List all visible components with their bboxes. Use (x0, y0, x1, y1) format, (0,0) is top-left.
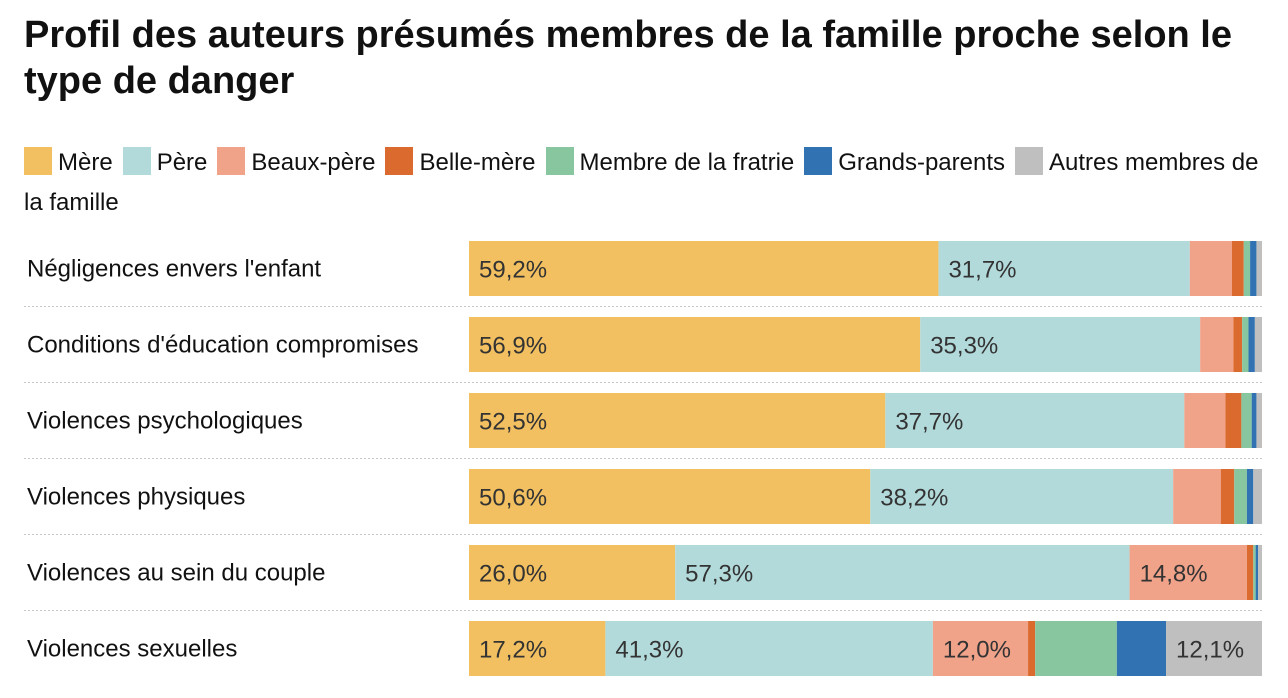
legend-label: Membre de la fratrie (579, 149, 795, 176)
bar-segment-mere (469, 469, 871, 524)
bar-segment-membre-de-la-fratrie (1241, 393, 1252, 448)
legend-swatch (24, 147, 52, 175)
data-label: 50,6% (479, 485, 547, 512)
data-label: 37,7% (895, 409, 963, 436)
bar-segment-membre-de-la-fratrie (1234, 469, 1247, 524)
bar-segment-belle-mere (1220, 469, 1235, 524)
bar-segment-membre-de-la-fratrie (1035, 621, 1117, 676)
legend-swatch (545, 147, 574, 175)
legend-item-membre-de-la-fratrie: Membre de la fratrie (545, 147, 795, 176)
legend-item-pere: Père (122, 147, 208, 176)
bar-segment-pere (870, 469, 1174, 524)
data-label: 38,2% (880, 485, 948, 512)
legend-swatch (1015, 147, 1044, 175)
data-label: 14,8% (1140, 561, 1208, 588)
data-label: 12,0% (943, 637, 1011, 664)
data-label: 31,7% (948, 257, 1016, 284)
bar-segment-membre-de-la-fratrie (1243, 241, 1251, 296)
bar-segment-grands-parents (1116, 621, 1167, 676)
bar-segment-mere (469, 317, 921, 372)
data-label: 57,3% (685, 561, 753, 588)
legend-swatch (385, 147, 414, 175)
chart-title: Profil des auteurs présumés membres de l… (24, 14, 1233, 102)
legend-swatch (217, 147, 246, 175)
bar-segment-mere (469, 545, 676, 600)
bar-segment-grands-parents (1255, 545, 1259, 600)
bar-segment-grands-parents (1251, 393, 1257, 448)
data-label: 41,3% (615, 637, 683, 664)
bar-segment-mere (469, 241, 939, 296)
data-label: 52,5% (479, 409, 547, 436)
bar-segment-grands-parents (1246, 469, 1254, 524)
legend-label: Mère (58, 149, 113, 176)
data-label: 59,2% (479, 257, 547, 284)
bar-segment-beaux-pere (1129, 545, 1247, 600)
category-label: Conditions d'éducation compromises (27, 332, 418, 359)
legend-label: Père (156, 149, 208, 176)
legend: Mère Père Beaux-père Belle-mère Membre de la… (24, 143, 1274, 223)
category-label: Violences physiques (27, 484, 245, 511)
bar-segment-pere (885, 393, 1185, 448)
bar-segment-mere (469, 393, 886, 448)
legend-label: Beaux-père (251, 149, 376, 176)
bar-segment-autres-membres-de-la-famille (1256, 393, 1262, 448)
category-label: Violences au sein du couple (27, 560, 325, 587)
bar-segment-membre-de-la-fratrie (1253, 545, 1256, 600)
legend-item-grands-parents: Grands-parents (804, 147, 1006, 176)
bar-segment-autres-membres-de-la-famille (1258, 545, 1262, 600)
data-label: 17,2% (479, 637, 547, 664)
legend-swatch (122, 147, 151, 175)
data-label: 35,3% (930, 333, 998, 360)
legend-label: Autres membres de la famille (24, 149, 1259, 216)
bar-segment-belle-mere (1233, 317, 1243, 372)
bar-segment-grands-parents (1248, 317, 1255, 372)
chart-plot-area: Négligences envers l'enfant 59,2% 31,7% Con… (24, 241, 1262, 676)
bar-segment-belle-mere (1028, 621, 1036, 676)
bar-segment-pere (920, 317, 1201, 372)
bar-segment-autres-membres-de-la-famille (1256, 241, 1262, 296)
data-label: 56,9% (479, 333, 547, 360)
bar-segment-belle-mere (1225, 393, 1242, 448)
legend-label: Grands-parents (838, 149, 1006, 176)
bar-segment-beaux-pere (1189, 241, 1232, 296)
legend-item-beaux-pere: Beaux-père (217, 147, 376, 176)
bar-segment-beaux-pere (1173, 469, 1221, 524)
bar-segment-beaux-pere (932, 621, 1029, 676)
bar-segment-pere (605, 621, 933, 676)
bar-segment-beaux-pere (1200, 317, 1234, 372)
legend-label: Belle-mère (419, 149, 536, 176)
legend-item-mere: Mère (24, 147, 113, 176)
bar-segment-pere (938, 241, 1190, 296)
bar-segment-autres-membres-de-la-famille (1166, 621, 1262, 676)
category-label: Violences sexuelles (27, 636, 237, 663)
legend-item-autres-membres-de-la-famille: Autres membres de la famille (24, 147, 1259, 216)
bar-segment-beaux-pere (1184, 393, 1226, 448)
data-label: 26,0% (479, 561, 547, 588)
bar-segment-grands-parents (1250, 241, 1257, 296)
bar-segment-belle-mere (1246, 545, 1254, 600)
bar-segment-membre-de-la-fratrie (1242, 317, 1249, 372)
bar-segment-mere (469, 621, 606, 676)
category-label: Violences psychologiques (27, 408, 303, 435)
bar-segment-autres-membres-de-la-famille (1254, 317, 1262, 372)
category-label: Négligences envers l'enfant (27, 256, 321, 283)
legend-item-belle-mere: Belle-mère (385, 147, 536, 176)
data-label: 12,1% (1176, 637, 1244, 664)
legend-swatch (804, 147, 833, 175)
bar-segment-pere (675, 545, 1130, 600)
bar-segment-autres-membres-de-la-famille (1253, 469, 1262, 524)
bar-segment-belle-mere (1231, 241, 1244, 296)
